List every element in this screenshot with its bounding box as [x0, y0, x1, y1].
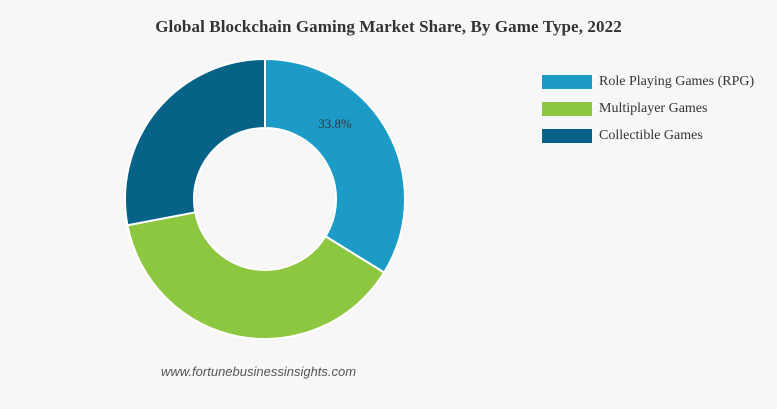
chart-title: Global Blockchain Gaming Market Share, B… — [155, 17, 622, 36]
legend-swatch — [542, 102, 592, 116]
source-credit: www.fortunebusinessinsights.com — [161, 364, 357, 379]
legend-item: Collectible Games — [542, 127, 754, 145]
legend-label: Collectible Games — [599, 128, 703, 143]
legend-label: Multiplayer Games — [599, 101, 708, 116]
legend-swatch — [542, 129, 592, 143]
data-label-0: 33.8% — [318, 116, 352, 131]
legend-item: Multiplayer Games — [542, 100, 754, 118]
legend-swatch — [542, 75, 592, 89]
slice-role-playing-games-rpg — [264, 57, 406, 274]
slice-multiplayer-games — [126, 211, 386, 340]
slice-collectible-games — [124, 57, 266, 227]
legend-label: Role Playing Games (RPG) — [599, 74, 755, 89]
legend: Role Playing Games (RPG) Multiplayer Game… — [542, 73, 754, 154]
legend-item: Role Playing Games (RPG) — [542, 73, 754, 91]
